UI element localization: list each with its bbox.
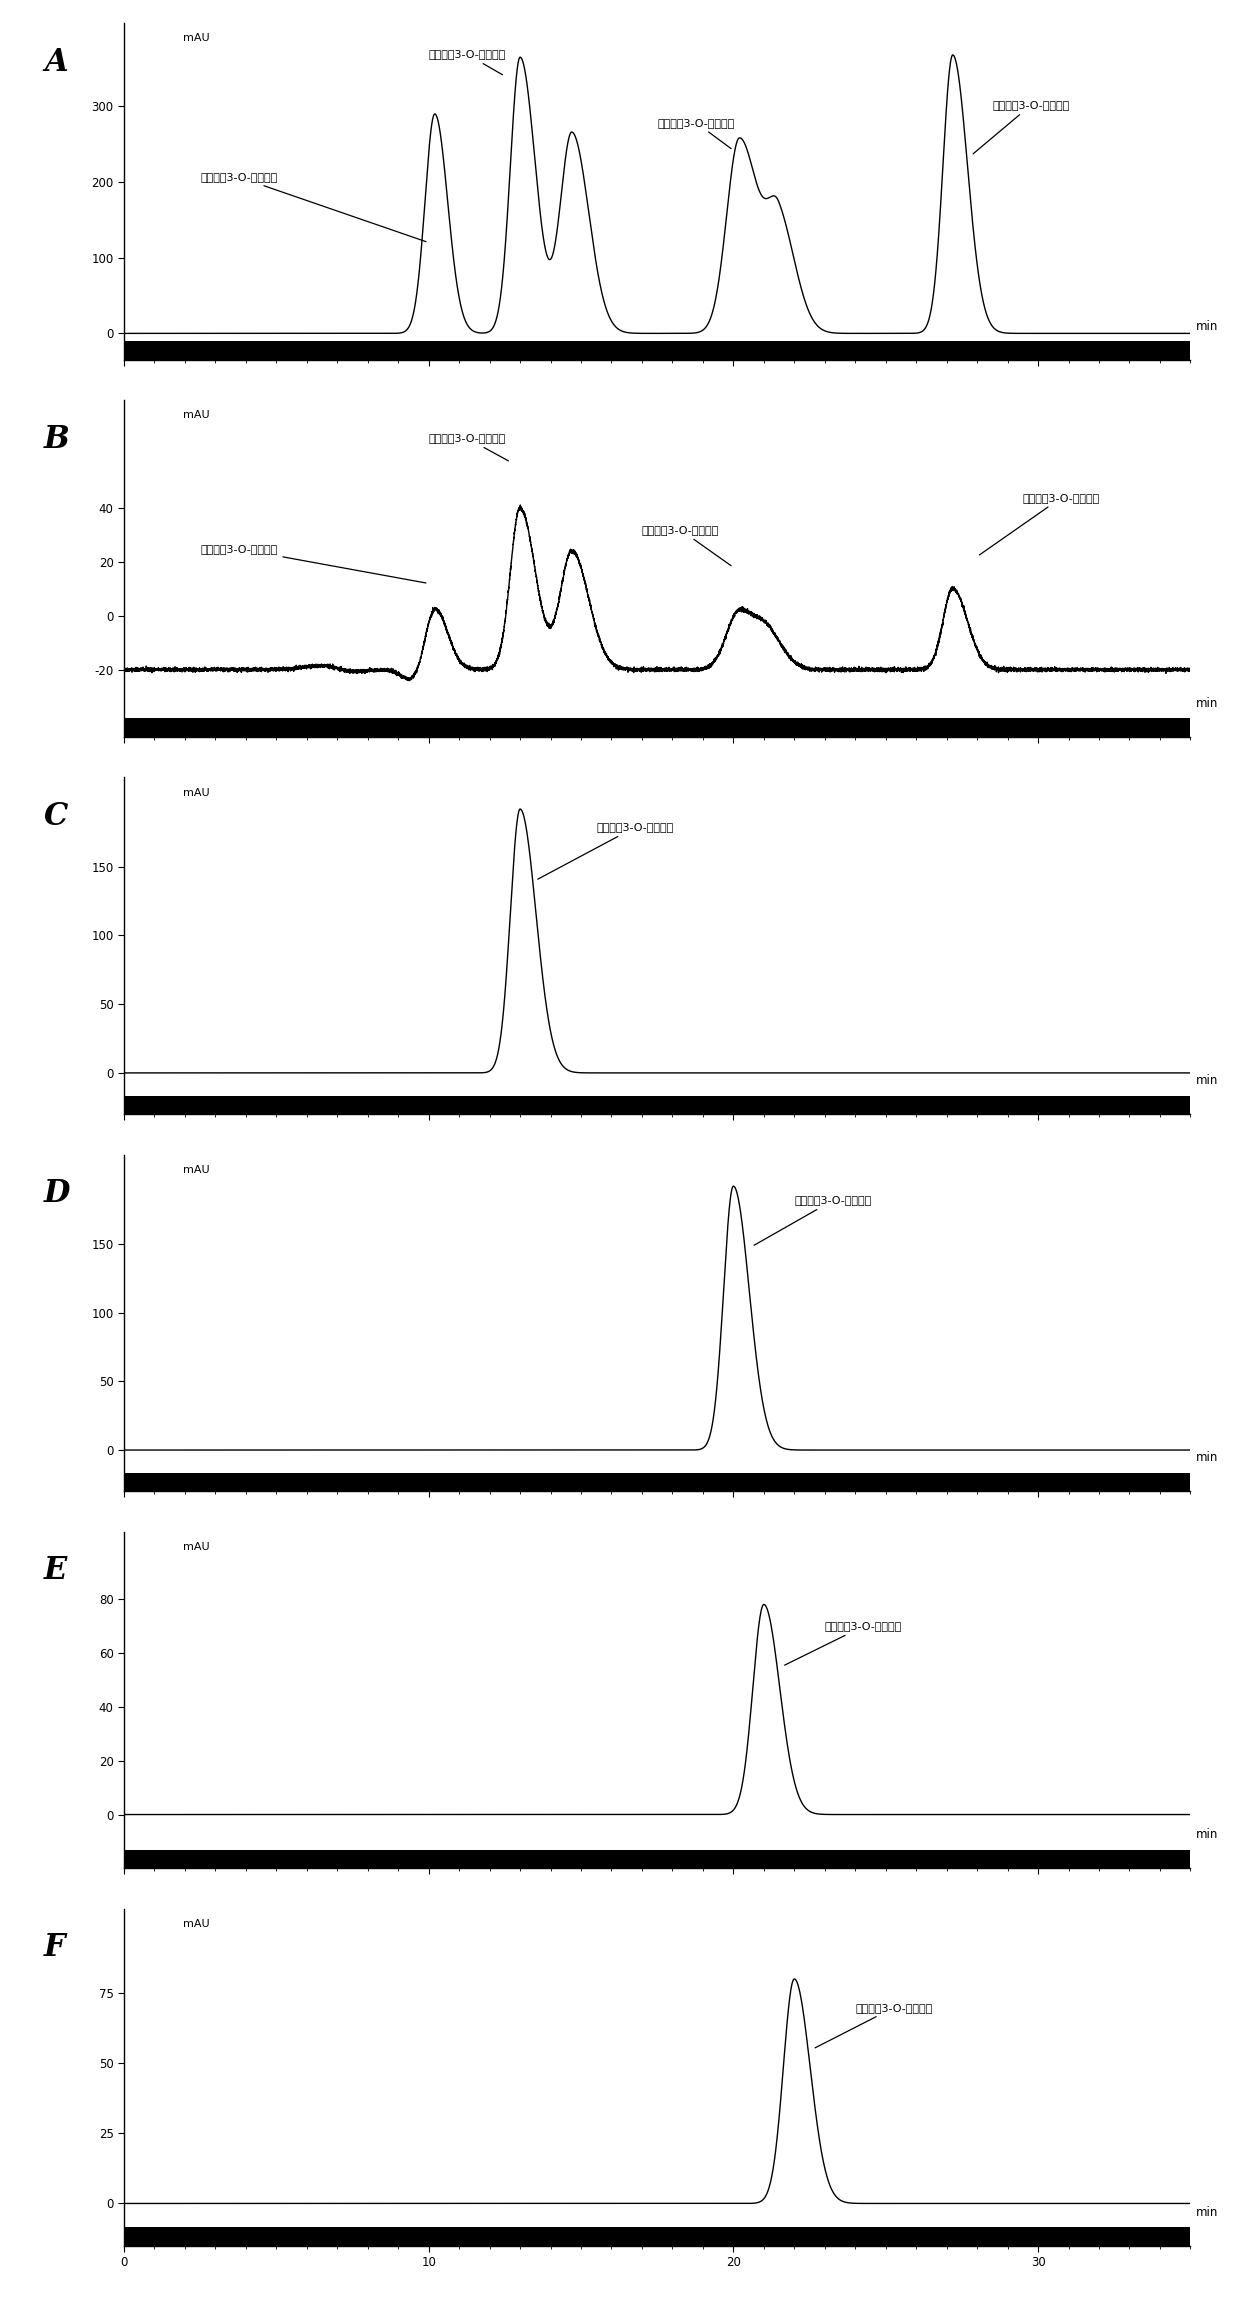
Text: 飞燕草倁3-O-芙香糖苷: 飞燕草倁3-O-芙香糖苷 — [429, 49, 506, 74]
Text: 矢车菊皅3-O-芙香糖苷: 矢车菊皅3-O-芙香糖苷 — [815, 2002, 932, 2049]
Text: C: C — [45, 801, 68, 831]
Text: min: min — [1195, 1074, 1218, 1088]
Text: 矢车菊皅3-O-葡萄糖苷: 矢车菊皅3-O-葡萄糖苷 — [785, 1620, 901, 1664]
Text: 飞燕草倁3-O-葡萄糖苷: 飞燕草倁3-O-葡萄糖苷 — [538, 822, 673, 880]
Text: E: E — [45, 1556, 67, 1586]
Text: min: min — [1195, 1829, 1218, 1840]
Text: 飞燕草倁3-O-芙香糖苷: 飞燕草倁3-O-芙香糖苷 — [754, 1195, 872, 1245]
Text: 矢车菊皅3-O-芙香糖苷: 矢车菊皅3-O-芙香糖苷 — [973, 100, 1070, 153]
Text: F: F — [45, 1933, 66, 1963]
Text: B: B — [45, 424, 69, 454]
Text: 飞燕草倁3-O-葡萄糖苷: 飞燕草倁3-O-葡萄糖苷 — [200, 544, 427, 583]
Text: mAU: mAU — [182, 32, 210, 44]
Text: mAU: mAU — [182, 1919, 210, 1928]
Text: mAU: mAU — [182, 410, 210, 421]
Text: mAU: mAU — [182, 1542, 210, 1551]
Text: D: D — [45, 1178, 71, 1208]
Text: 矢车菊皅3-O-葡萄糖苷: 矢车菊皅3-O-葡萄糖苷 — [642, 526, 732, 565]
Text: 飞燕草倁3-O-葡萄糖苷: 飞燕草倁3-O-葡萄糖苷 — [200, 171, 427, 241]
Text: 矢车菊皅3-O-葡萄糖苷: 矢车菊皅3-O-葡萄糖苷 — [657, 118, 734, 148]
Text: min: min — [1195, 2206, 1218, 2218]
Text: 矢车菊皅3-O-芙香糖苷: 矢车菊皅3-O-芙香糖苷 — [980, 493, 1100, 556]
Text: min: min — [1195, 319, 1218, 333]
Text: min: min — [1195, 1452, 1218, 1465]
Text: min: min — [1195, 697, 1218, 711]
Text: A: A — [45, 46, 68, 79]
Text: mAU: mAU — [182, 1164, 210, 1174]
Text: 飞燕草倁3-O-芙香糖苷: 飞燕草倁3-O-芙香糖苷 — [429, 433, 508, 461]
Text: mAU: mAU — [182, 787, 210, 799]
